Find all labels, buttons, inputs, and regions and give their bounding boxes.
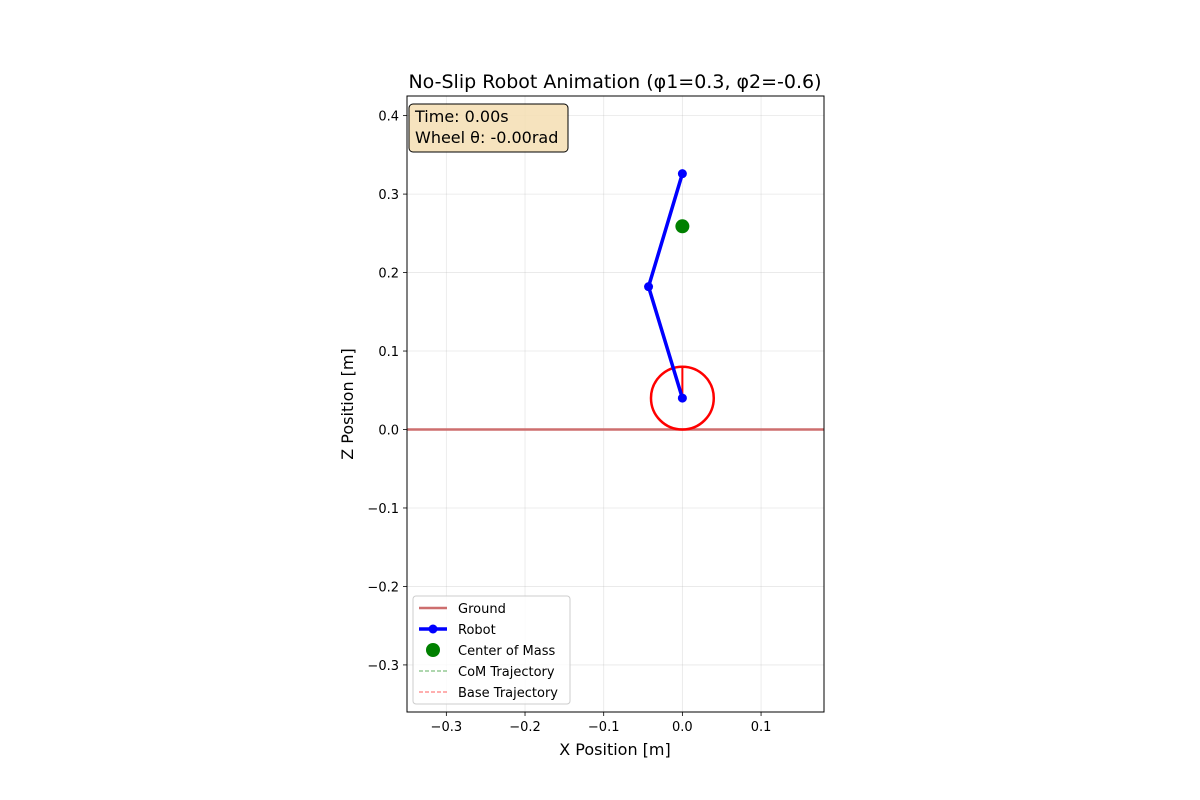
y-tick-label: 0.3	[378, 188, 399, 203]
axes-frame	[406, 95, 825, 713]
x-tick-label: 0.1	[751, 720, 772, 735]
legend-com-marker	[426, 643, 440, 657]
x-tick-label: −0.1	[588, 720, 620, 735]
legend: Ground Robot Center of Mass CoM Trajecto…	[412, 595, 571, 705]
y-axis-label: Z Position [m]	[338, 348, 357, 460]
x-tick-label: −0.3	[431, 720, 463, 735]
chart-title: No-Slip Robot Animation (φ1=0.3, φ2=-0.6…	[408, 71, 821, 93]
y-tick-label: 0.0	[378, 424, 399, 439]
x-tick-label: −0.2	[509, 720, 541, 735]
y-tick-label: 0.2	[378, 267, 399, 282]
info-box: Time: 0.00s Wheel θ: -0.00rad	[408, 103, 569, 153]
wheel-angle-text: Wheel θ: -0.00rad	[415, 128, 558, 147]
legend-base-trajectory-label: Base Trajectory	[458, 686, 558, 701]
x-tick-label: 0.0	[672, 720, 693, 735]
time-text: Time: 0.00s	[414, 107, 509, 126]
y-tick-label: −0.3	[367, 659, 399, 674]
y-tick-label: 0.1	[378, 345, 399, 360]
legend-com-label: Center of Mass	[458, 644, 556, 659]
y-tick-label: −0.1	[367, 502, 399, 517]
legend-com-trajectory-label: CoM Trajectory	[458, 665, 555, 680]
y-tick-label: −0.2	[367, 580, 399, 595]
legend-frame	[412, 595, 571, 705]
robot-joint-0	[677, 393, 687, 403]
data-layer	[407, 169, 824, 431]
tick-layer: −0.3 −0.2 −0.1 0.0 0.1 −0.3 −0.2 −0.1 0.0 0.1 0.2 0…	[367, 110, 771, 735]
robot-joint-1	[644, 282, 654, 292]
legend-robot-label: Robot	[458, 623, 496, 638]
info-box-background	[408, 103, 569, 153]
x-axis-label: X Position [m]	[559, 740, 671, 759]
center-of-mass-marker	[675, 219, 690, 234]
y-tick-label: 0.4	[378, 110, 399, 125]
legend-robot-marker	[428, 624, 438, 634]
legend-ground-label: Ground	[458, 602, 506, 617]
robot-joint-2	[677, 169, 687, 179]
